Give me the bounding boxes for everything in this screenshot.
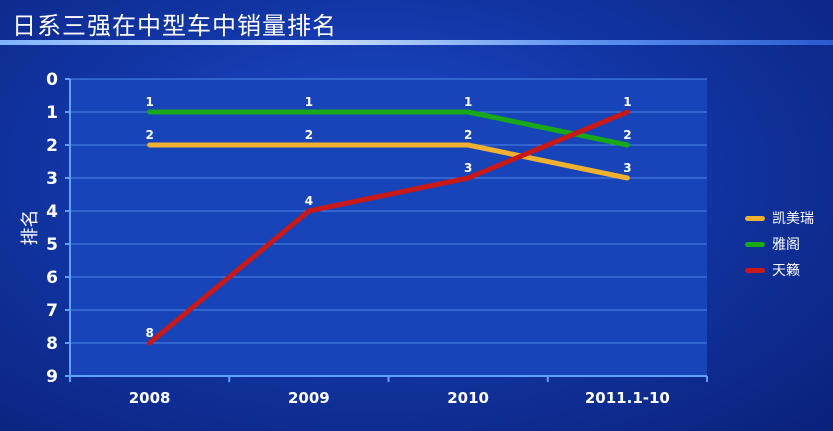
plot-area bbox=[70, 79, 707, 376]
data-label: 1 bbox=[305, 95, 313, 109]
legend-label: 天籁 bbox=[772, 263, 800, 279]
y-tick-label: 1 bbox=[46, 103, 58, 123]
data-label: 1 bbox=[145, 95, 153, 109]
y-tick-label: 3 bbox=[46, 169, 58, 189]
y-tick-label: 0 bbox=[46, 70, 58, 90]
x-tick-label: 2008 bbox=[129, 389, 171, 407]
legend-swatch bbox=[745, 267, 765, 273]
legend-item: 雅阁 bbox=[745, 231, 814, 257]
title-underline bbox=[0, 40, 833, 45]
y-tick-label: 4 bbox=[46, 202, 58, 222]
data-label: 2 bbox=[145, 128, 153, 142]
data-label: 8 bbox=[145, 326, 153, 340]
data-label: 3 bbox=[464, 161, 472, 175]
y-tick-label: 9 bbox=[46, 367, 58, 387]
legend-swatch bbox=[745, 215, 765, 221]
data-label: 1 bbox=[623, 95, 631, 109]
legend-item: 天籁 bbox=[745, 257, 814, 283]
x-tick-label: 2009 bbox=[288, 389, 330, 407]
data-label: 2 bbox=[305, 128, 313, 142]
y-tick-label: 5 bbox=[46, 235, 58, 255]
legend-label: 雅阁 bbox=[772, 237, 800, 253]
legend-label: 凯美瑞 bbox=[772, 211, 814, 227]
y-tick-label: 2 bbox=[46, 136, 58, 156]
y-axis-title: 排名 bbox=[20, 210, 41, 246]
series-line-雅阁 bbox=[147, 109, 630, 148]
data-label: 3 bbox=[623, 161, 631, 175]
legend-swatch bbox=[745, 241, 765, 247]
y-tick-label: 8 bbox=[46, 334, 58, 354]
x-tick-label: 2010 bbox=[447, 389, 489, 407]
chart-legend: 凯美瑞 雅阁 天籁 bbox=[745, 205, 814, 283]
series-line-凯美瑞 bbox=[147, 142, 630, 181]
legend-item: 凯美瑞 bbox=[745, 205, 814, 231]
chart-title: 日系三强在中型车中销量排名 bbox=[12, 12, 337, 40]
data-label: 4 bbox=[305, 194, 313, 208]
series-line-天籁 bbox=[147, 109, 630, 346]
x-tick-label: 2011.1-10 bbox=[585, 389, 670, 407]
y-tick-label: 7 bbox=[46, 301, 58, 321]
data-label: 2 bbox=[623, 128, 631, 142]
data-label: 1 bbox=[464, 95, 472, 109]
y-tick-label: 6 bbox=[46, 268, 58, 288]
data-label: 2 bbox=[464, 128, 472, 142]
